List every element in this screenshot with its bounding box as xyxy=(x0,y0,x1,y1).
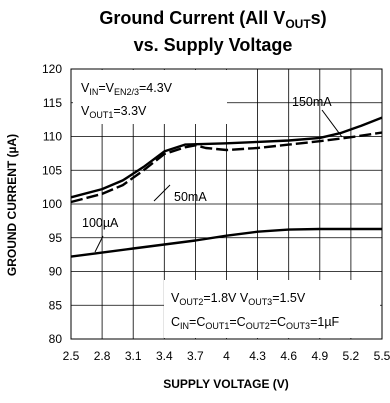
label-150mA: 150mA xyxy=(292,95,332,109)
leader-100uA xyxy=(94,235,104,253)
x-tick-label: 3.7 xyxy=(187,349,204,363)
x-tick-label: 5.5 xyxy=(374,349,390,363)
series-line-50mA xyxy=(70,131,383,204)
label-100uA: 100µA xyxy=(82,216,119,230)
leader-150mA xyxy=(321,109,343,138)
y-tick-labels: 80 85 90 95 100 105 110 115 120 xyxy=(42,62,62,346)
x-tick-label: 4.9 xyxy=(311,349,328,363)
y-tick-label: 115 xyxy=(43,96,62,110)
y-tick-label: 95 xyxy=(49,231,63,245)
annotation-capacitors: CIN=COUT1=COUT2=COUT3=1µF xyxy=(171,315,340,331)
x-tick-labels: 2.5 2.8 3.1 3.4 3.7 4 4.3 4.6 4.9 5.2 5.5 xyxy=(63,349,390,363)
y-tick-label: 80 xyxy=(49,332,63,346)
y-tick-label: 120 xyxy=(42,62,62,76)
annotation-box-bottom xyxy=(164,280,380,338)
annotation-vin: VIN=VEN2/3=4.3V xyxy=(81,81,173,97)
y-tick-label: 110 xyxy=(43,130,62,144)
y-axis-label: GROUND CURRENT (µA) xyxy=(5,134,19,276)
series-line-100µA xyxy=(70,227,382,258)
y-tick-label: 85 xyxy=(49,298,63,312)
x-tick-label: 4.6 xyxy=(280,349,297,363)
series-line-150mA xyxy=(70,116,383,199)
chart-title-line1: Ground Current (All VOUTs) xyxy=(99,8,326,31)
annotation-vout2-vout3: VOUT2=1.8V VOUT3=1.5V xyxy=(171,291,306,307)
annotation-box-top-left xyxy=(73,70,227,124)
x-axis-label: SUPPLY VOLTAGE (V) xyxy=(163,377,289,391)
series-group xyxy=(70,116,383,258)
leader-50mA xyxy=(153,184,171,202)
y-tick-label: 105 xyxy=(42,163,62,177)
x-tick-label: 5.2 xyxy=(343,349,360,363)
y-tick-label: 100 xyxy=(42,197,62,211)
x-tick-label: 4 xyxy=(223,349,230,363)
plot-frame xyxy=(70,68,383,340)
label-50mA: 50mA xyxy=(174,190,207,204)
x-tick-label: 3.1 xyxy=(125,349,142,363)
annotation-vout1: VOUT1=3.3V xyxy=(81,104,147,120)
x-tick-label: 2.8 xyxy=(94,349,111,363)
x-tick-label: 3.4 xyxy=(156,349,173,363)
x-tick-label: 4.3 xyxy=(249,349,266,363)
x-tick-label: 2.5 xyxy=(63,349,80,363)
chart-title-line2: vs. Supply Voltage xyxy=(134,35,293,55)
y-tick-label: 90 xyxy=(49,265,63,279)
